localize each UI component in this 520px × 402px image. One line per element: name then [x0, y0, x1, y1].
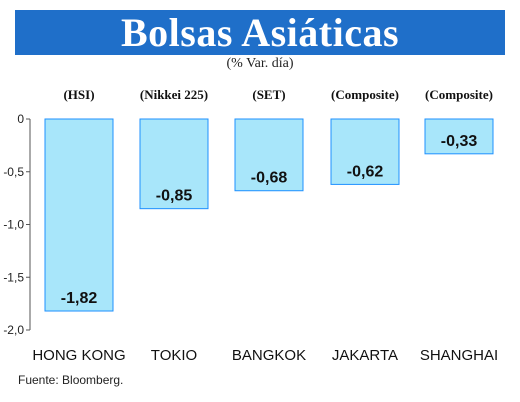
index-label: (Nikkei 225)	[140, 87, 208, 102]
y-tick-label: -1,0	[3, 218, 24, 232]
data-label: -0,33	[441, 133, 478, 150]
index-label: (HSI)	[63, 87, 94, 102]
y-tick-label: 0	[17, 112, 24, 126]
y-tick-label: -0,5	[3, 165, 24, 179]
title-bar: Bolsas Asiáticas	[15, 10, 505, 55]
y-tick-label: -2,0	[3, 323, 24, 337]
category-label: BANGKOK	[232, 347, 306, 364]
index-label: (SET)	[252, 87, 285, 102]
data-label: -1,82	[61, 290, 98, 307]
chart-subtitle: (% Var. día)	[226, 56, 294, 71]
bar	[330, 118, 400, 185]
y-tick-label: -1,5	[3, 270, 24, 284]
index-label: (Composite)	[331, 87, 399, 102]
data-label: -0,62	[347, 163, 384, 180]
data-label: -0,85	[156, 188, 193, 205]
category-label: SHANGHAI	[420, 347, 498, 364]
bar	[424, 118, 494, 155]
category-label: HONG KONG	[32, 347, 125, 364]
source-note: Fuente: Bloomberg.	[18, 373, 124, 387]
chart-title: Bolsas Asiáticas	[120, 10, 400, 55]
bar	[234, 118, 304, 192]
bar	[139, 118, 209, 210]
bar	[44, 118, 114, 312]
index-label: (Composite)	[425, 87, 493, 102]
category-label: TOKIO	[151, 347, 197, 364]
category-label: JAKARTA	[332, 347, 398, 364]
data-label: -0,68	[251, 170, 288, 187]
